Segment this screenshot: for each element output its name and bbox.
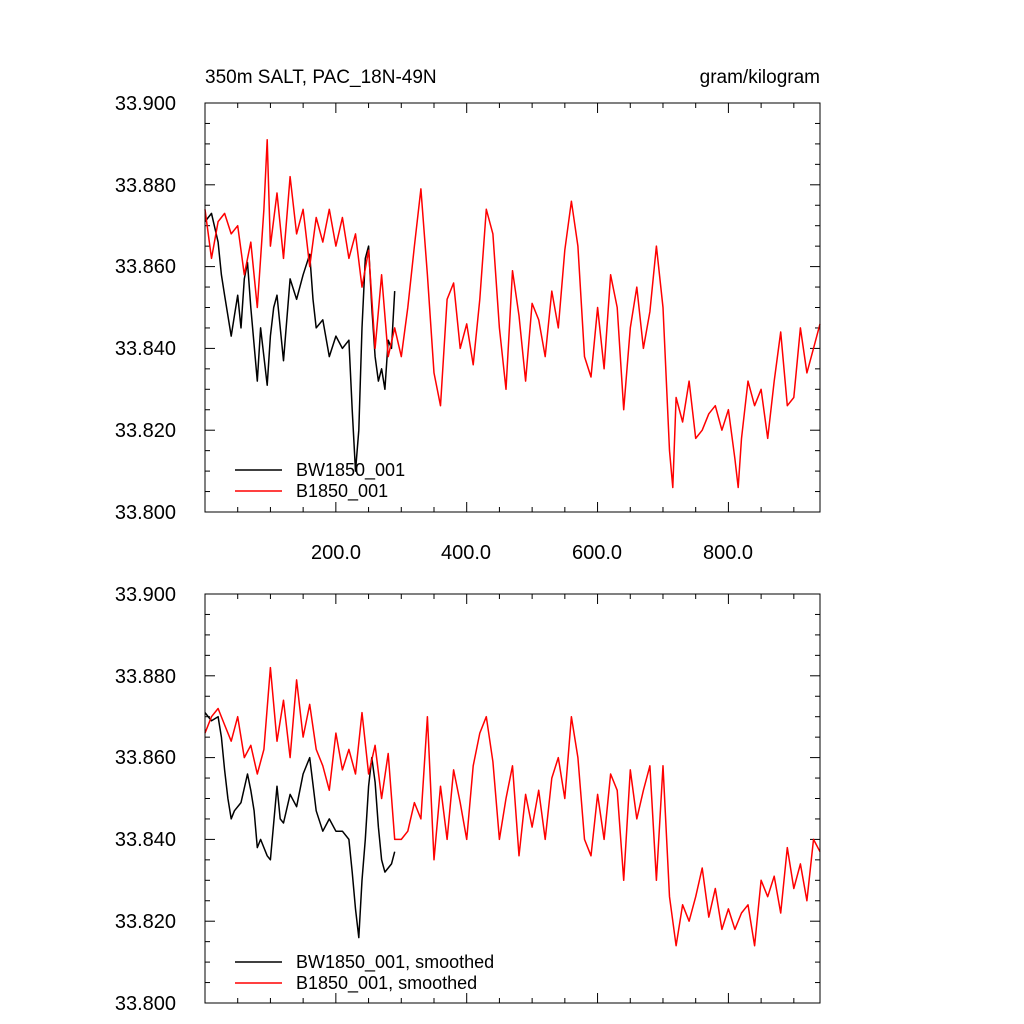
top-plot-frame xyxy=(204,102,821,513)
top-y-tick-label: 33.800 xyxy=(115,502,176,524)
top-x-axis-labels: 200.0 400.0 600.0 800.0 xyxy=(311,542,753,564)
top-y-tick-label: 33.820 xyxy=(115,420,176,442)
bottom-legend-label-bw1850: BW1850_001, smoothed xyxy=(296,952,494,973)
top-series-group xyxy=(204,139,821,489)
bottom-series-group xyxy=(204,666,821,947)
series-line-bw1850-001 xyxy=(204,212,396,472)
top-legend-label-b1850: B1850_001 xyxy=(296,481,388,502)
series-line-b1850-001-smoothed xyxy=(204,666,821,947)
top-y-axis-labels: 33.900 33.880 33.860 33.840 33.820 33.80… xyxy=(115,93,176,524)
bottom-y-tick-label: 33.840 xyxy=(115,829,176,851)
top-chart-units: gram/kilogram xyxy=(700,67,820,88)
bottom-y-tick-label: 33.880 xyxy=(115,666,176,688)
bottom-legend: BW1850_001, smoothed B1850_001, smoothed xyxy=(235,952,494,994)
bottom-y-tick-label: 33.860 xyxy=(115,747,176,769)
top-y-tick-label: 33.860 xyxy=(115,256,176,278)
top-y-tick-label: 33.880 xyxy=(115,175,176,197)
bottom-plot-frame xyxy=(204,593,821,1004)
top-x-tick-label: 600.0 xyxy=(572,542,622,564)
bottom-y-tick-label: 33.900 xyxy=(115,584,176,606)
bottom-legend-label-b1850: B1850_001, smoothed xyxy=(296,973,477,994)
top-y-tick-label: 33.840 xyxy=(115,338,176,360)
top-chart-title: 350m SALT, PAC_18N-49N xyxy=(205,67,437,88)
top-x-tick-label: 800.0 xyxy=(703,542,753,564)
series-line-b1850-001 xyxy=(204,139,821,489)
bottom-axis-ticks xyxy=(204,593,820,1004)
top-x-tick-label: 200.0 xyxy=(311,542,361,564)
top-panel: 350m SALT, PAC_18N-49N gram/kilogram 33.… xyxy=(115,67,821,564)
top-y-tick-label: 33.900 xyxy=(115,93,176,115)
bottom-y-tick-label: 33.800 xyxy=(115,993,176,1015)
bottom-panel: 33.900 33.880 33.860 33.840 33.820 33.80… xyxy=(115,584,821,1015)
bottom-y-axis-labels: 33.900 33.880 33.860 33.840 33.820 33.80… xyxy=(115,584,176,1015)
top-axis-ticks xyxy=(204,102,820,513)
top-legend: BW1850_001 B1850_001 xyxy=(235,460,405,502)
bottom-y-tick-label: 33.820 xyxy=(115,911,176,933)
top-legend-label-bw1850: BW1850_001 xyxy=(296,460,405,481)
top-x-tick-label: 400.0 xyxy=(441,542,491,564)
